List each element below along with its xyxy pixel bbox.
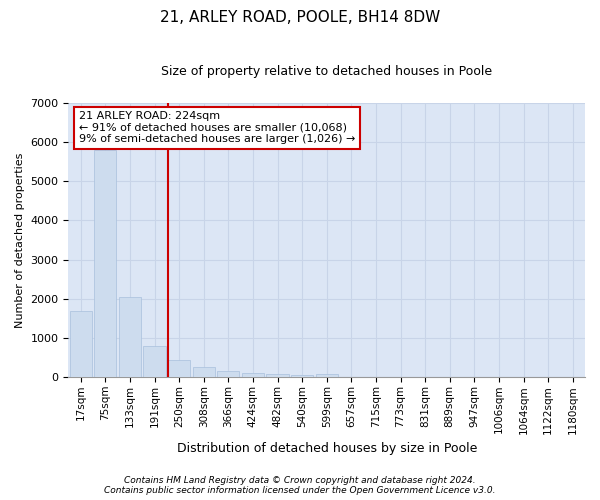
Y-axis label: Number of detached properties: Number of detached properties (15, 152, 25, 328)
Text: 21, ARLEY ROAD, POOLE, BH14 8DW: 21, ARLEY ROAD, POOLE, BH14 8DW (160, 10, 440, 25)
Title: Size of property relative to detached houses in Poole: Size of property relative to detached ho… (161, 65, 492, 78)
Bar (168, 360, 190, 378)
Bar (291, 376, 313, 378)
Bar (70, 310, 92, 378)
Text: Contains HM Land Registry data © Crown copyright and database right 2024.
Contai: Contains HM Land Registry data © Crown c… (104, 476, 496, 495)
Bar (316, 374, 338, 378)
Bar (94, 150, 116, 378)
Bar (119, 297, 141, 378)
Bar (193, 368, 215, 378)
Bar (242, 374, 264, 378)
X-axis label: Distribution of detached houses by size in Poole: Distribution of detached houses by size … (176, 442, 477, 455)
Bar (217, 372, 239, 378)
Text: 21 ARLEY ROAD: 224sqm
← 91% of detached houses are smaller (10,068)
9% of semi-d: 21 ARLEY ROAD: 224sqm ← 91% of detached … (79, 111, 355, 144)
Bar (266, 374, 289, 378)
Bar (143, 346, 166, 378)
